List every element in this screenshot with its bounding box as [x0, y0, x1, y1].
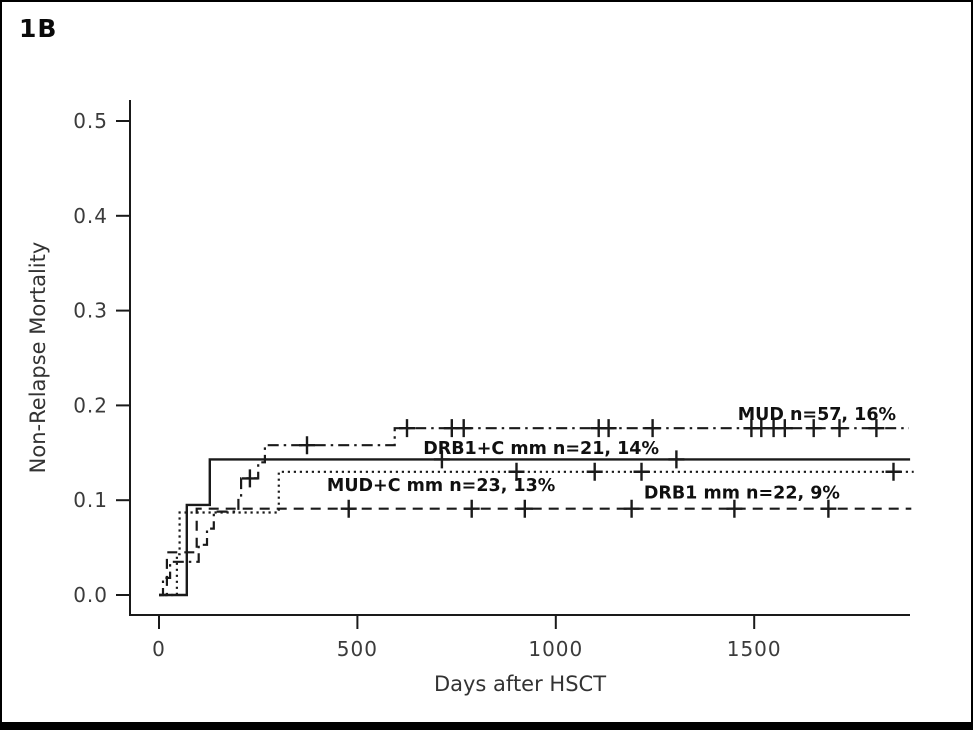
censor-mark-mudc: [586, 462, 603, 481]
censor-mark-mudc: [508, 462, 525, 481]
censor-mark-mud: [455, 419, 472, 438]
x-tick-label: 1000: [528, 637, 583, 661]
censor-mark-mudc: [633, 462, 650, 481]
y-tick-label: 0.2: [73, 393, 108, 417]
censor-mark-drb1: [726, 499, 743, 518]
series-label-drb1c: DRB1+C mm n=21, 14%: [423, 439, 659, 459]
y-tick-label: 0.0: [73, 583, 108, 607]
censor-mark-drb1: [516, 499, 533, 518]
y-tick-label: 0.1: [73, 488, 108, 512]
censor-mark-mud: [868, 419, 885, 438]
axis-frame: [129, 100, 910, 616]
censor-mark-drb1: [820, 499, 837, 518]
censor-mark-mud: [831, 419, 848, 438]
censor-mark-mud: [600, 419, 617, 438]
censor-mark-drb1c: [433, 450, 450, 469]
series-label-mud: MUD n=57, 16%: [738, 405, 896, 425]
series-line-drb1c: [159, 458, 911, 597]
y-tick-label: 0.3: [73, 299, 108, 323]
series-label-mudc: MUD+C mm n=23, 13%: [327, 476, 555, 496]
censor-mark-drb1c: [668, 450, 685, 469]
y-tick-label: 0.5: [73, 109, 108, 133]
x-tick-label: 1500: [727, 637, 782, 661]
censor-mark-mud: [644, 419, 661, 438]
series-line-drb1: [159, 507, 912, 597]
y-axis-title: Non-Relapse Mortality: [26, 242, 50, 474]
series-line-mud: [159, 427, 909, 597]
censor-mark-drb1: [340, 499, 357, 518]
figure-label: 1B: [19, 14, 58, 43]
x-tick-label: 0: [152, 637, 166, 661]
censor-mark-drb1: [623, 499, 640, 518]
series-label-drb1: DRB1 mm n=22, 9%: [644, 484, 840, 504]
censor-mark-mud: [776, 419, 793, 438]
x-axis-title: Days after HSCT: [434, 672, 606, 696]
censor-mark-drb1: [463, 499, 480, 518]
censor-mark-mudc: [885, 462, 902, 481]
censor-mark-mud: [805, 419, 822, 438]
censor-mark-mud: [399, 419, 415, 438]
series-line-mudc: [159, 470, 914, 597]
x-tick-label: 500: [337, 637, 378, 661]
censor-mark-mud: [299, 436, 315, 455]
censor-mark-mud: [241, 469, 258, 488]
y-tick-label: 0.4: [73, 204, 108, 228]
